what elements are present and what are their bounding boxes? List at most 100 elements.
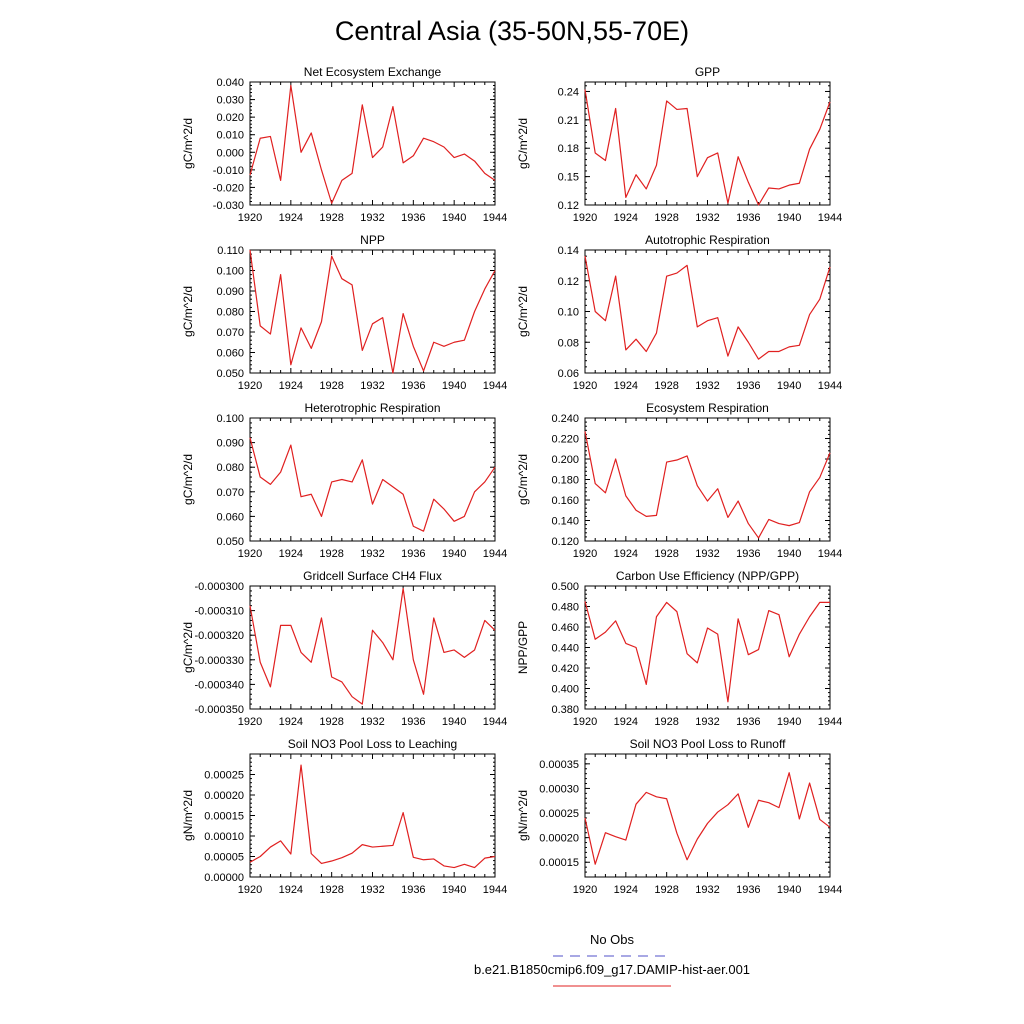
plot-frame — [249, 753, 496, 878]
x-tick-label: 1944 — [483, 548, 507, 560]
y-tick-label: 0.24 — [558, 86, 579, 98]
legend-label: No Obs — [590, 932, 635, 947]
x-tick-label: 1936 — [401, 884, 425, 896]
x-tick-label: 1928 — [654, 212, 678, 224]
page-title: Central Asia (35-50N,55-70E) — [335, 16, 689, 46]
x-tick-label: 1932 — [695, 716, 719, 728]
x-tick-label: 1920 — [238, 548, 262, 560]
series-line — [584, 431, 831, 539]
x-tick-label: 1932 — [695, 548, 719, 560]
y-tick-label: -0.000300 — [194, 581, 244, 593]
y-axis-label: gC/m^2/d — [181, 622, 195, 673]
y-tick-label: -0.000320 — [194, 630, 244, 642]
x-tick-label: 1928 — [319, 212, 343, 224]
y-axis-label: gC/m^2/d — [181, 118, 195, 169]
y-axis-label: gN/m^2/d — [516, 790, 530, 841]
x-tick-label: 1932 — [360, 548, 384, 560]
y-tick-label: 0.100 — [216, 413, 244, 425]
y-tick-label: 0.420 — [551, 663, 579, 675]
x-tick-label: 1932 — [360, 884, 384, 896]
x-tick-label: 1932 — [695, 380, 719, 392]
y-tick-label: 0.00015 — [204, 811, 244, 823]
series-line — [249, 764, 496, 869]
y-tick-label: 0.220 — [551, 434, 579, 446]
x-tick-label: 1928 — [319, 716, 343, 728]
x-tick-label: 1932 — [695, 884, 719, 896]
x-tick-label: 1940 — [777, 716, 801, 728]
chart-panel: Gridcell Surface CH4 Flux gC/m^2/d 1920 192… — [181, 569, 507, 728]
x-tick-label: 1944 — [483, 212, 507, 224]
x-tick-label: 1936 — [736, 212, 760, 224]
plot-frame — [249, 417, 496, 542]
y-axis-label: gC/m^2/d — [181, 454, 195, 505]
y-tick-label: 0.10 — [558, 307, 579, 319]
y-tick-label: 0.240 — [551, 413, 579, 425]
y-tick-label: 0.080 — [216, 307, 244, 319]
chart-title: Heterotrophic Respiration — [304, 401, 440, 415]
x-tick-label: 1940 — [777, 884, 801, 896]
chart-panel: Soil NO3 Pool Loss to Leaching gN/m^2/d 19… — [181, 737, 507, 896]
y-tick-label: 0.070 — [216, 327, 244, 339]
x-tick-label: 1936 — [736, 548, 760, 560]
series-line — [584, 601, 830, 703]
series-line — [584, 89, 831, 206]
y-axis-label: gN/m^2/d — [181, 790, 195, 841]
y-axis-label: gC/m^2/d — [516, 286, 530, 337]
x-tick-label: 1932 — [360, 380, 384, 392]
x-tick-label: 1920 — [238, 212, 262, 224]
legend-label: b.e21.B1850cmip6.f09_g17.DAMIP-hist-aer.… — [474, 962, 750, 977]
chart-title: Soil NO3 Pool Loss to Leaching — [288, 737, 457, 751]
series-line — [584, 256, 831, 360]
y-tick-label: 0.12 — [558, 200, 579, 212]
x-tick-label: 1940 — [777, 548, 801, 560]
y-tick-label: 0.050 — [216, 368, 244, 380]
y-tick-label: -0.010 — [213, 165, 244, 177]
plot-frame — [584, 81, 831, 206]
x-tick-label: 1924 — [614, 548, 638, 560]
x-tick-label: 1944 — [818, 380, 842, 392]
y-axis-label: gC/m^2/d — [516, 454, 530, 505]
y-tick-label: 0.00005 — [204, 852, 244, 864]
y-tick-label: 0.020 — [216, 112, 244, 124]
y-tick-label: 0.090 — [216, 286, 244, 298]
x-tick-label: 1940 — [442, 212, 466, 224]
y-tick-label: -0.000310 — [194, 606, 244, 618]
x-tick-label: 1944 — [818, 716, 842, 728]
x-tick-label: 1940 — [442, 380, 466, 392]
y-tick-label: 0.18 — [558, 143, 579, 155]
y-tick-label: 0.090 — [216, 438, 244, 450]
series-line — [249, 437, 496, 532]
y-tick-label: 0.00020 — [539, 833, 579, 845]
y-tick-label: 0.060 — [216, 348, 244, 360]
chart-title: Gridcell Surface CH4 Flux — [303, 569, 442, 583]
x-tick-label: 1940 — [442, 716, 466, 728]
y-tick-label: -0.000340 — [194, 679, 244, 691]
x-tick-label: 1936 — [401, 380, 425, 392]
y-tick-label: 0.040 — [216, 77, 244, 89]
y-tick-label: 0.110 — [217, 245, 244, 257]
x-tick-label: 1944 — [483, 380, 507, 392]
y-tick-label: 0.00020 — [204, 790, 244, 802]
chart-title: Net Ecosystem Exchange — [304, 65, 442, 79]
y-tick-label: -0.030 — [213, 200, 244, 212]
chart-panel: Net Ecosystem Exchange gC/m^2/d 1920 1924 19… — [181, 65, 507, 224]
series-line — [584, 772, 831, 865]
y-axis-label: gC/m^2/d — [181, 286, 195, 337]
x-tick-label: 1924 — [279, 716, 303, 728]
y-tick-label: 0.480 — [551, 602, 579, 614]
x-tick-label: 1924 — [279, 212, 303, 224]
x-tick-label: 1936 — [736, 884, 760, 896]
y-tick-label: 0.160 — [551, 495, 579, 507]
y-tick-label: 0.380 — [551, 704, 579, 716]
chart-panel: Soil NO3 Pool Loss to Runoff gN/m^2/d 1920… — [516, 737, 842, 896]
y-tick-label: 0.120 — [551, 536, 579, 548]
y-tick-label: 0.060 — [216, 511, 244, 523]
chart-panel: Autotrophic Respiration gC/m^2/d 1920 1924 1… — [516, 233, 842, 392]
panels: Net Ecosystem Exchange gC/m^2/d 1920 1924 19… — [181, 65, 842, 896]
y-tick-label: 0.06 — [558, 368, 579, 380]
y-axis-label: NPP/GPP — [516, 621, 530, 674]
y-tick-label: 0.180 — [551, 475, 579, 487]
y-tick-label: 0.100 — [216, 266, 244, 278]
x-tick-label: 1920 — [573, 716, 597, 728]
